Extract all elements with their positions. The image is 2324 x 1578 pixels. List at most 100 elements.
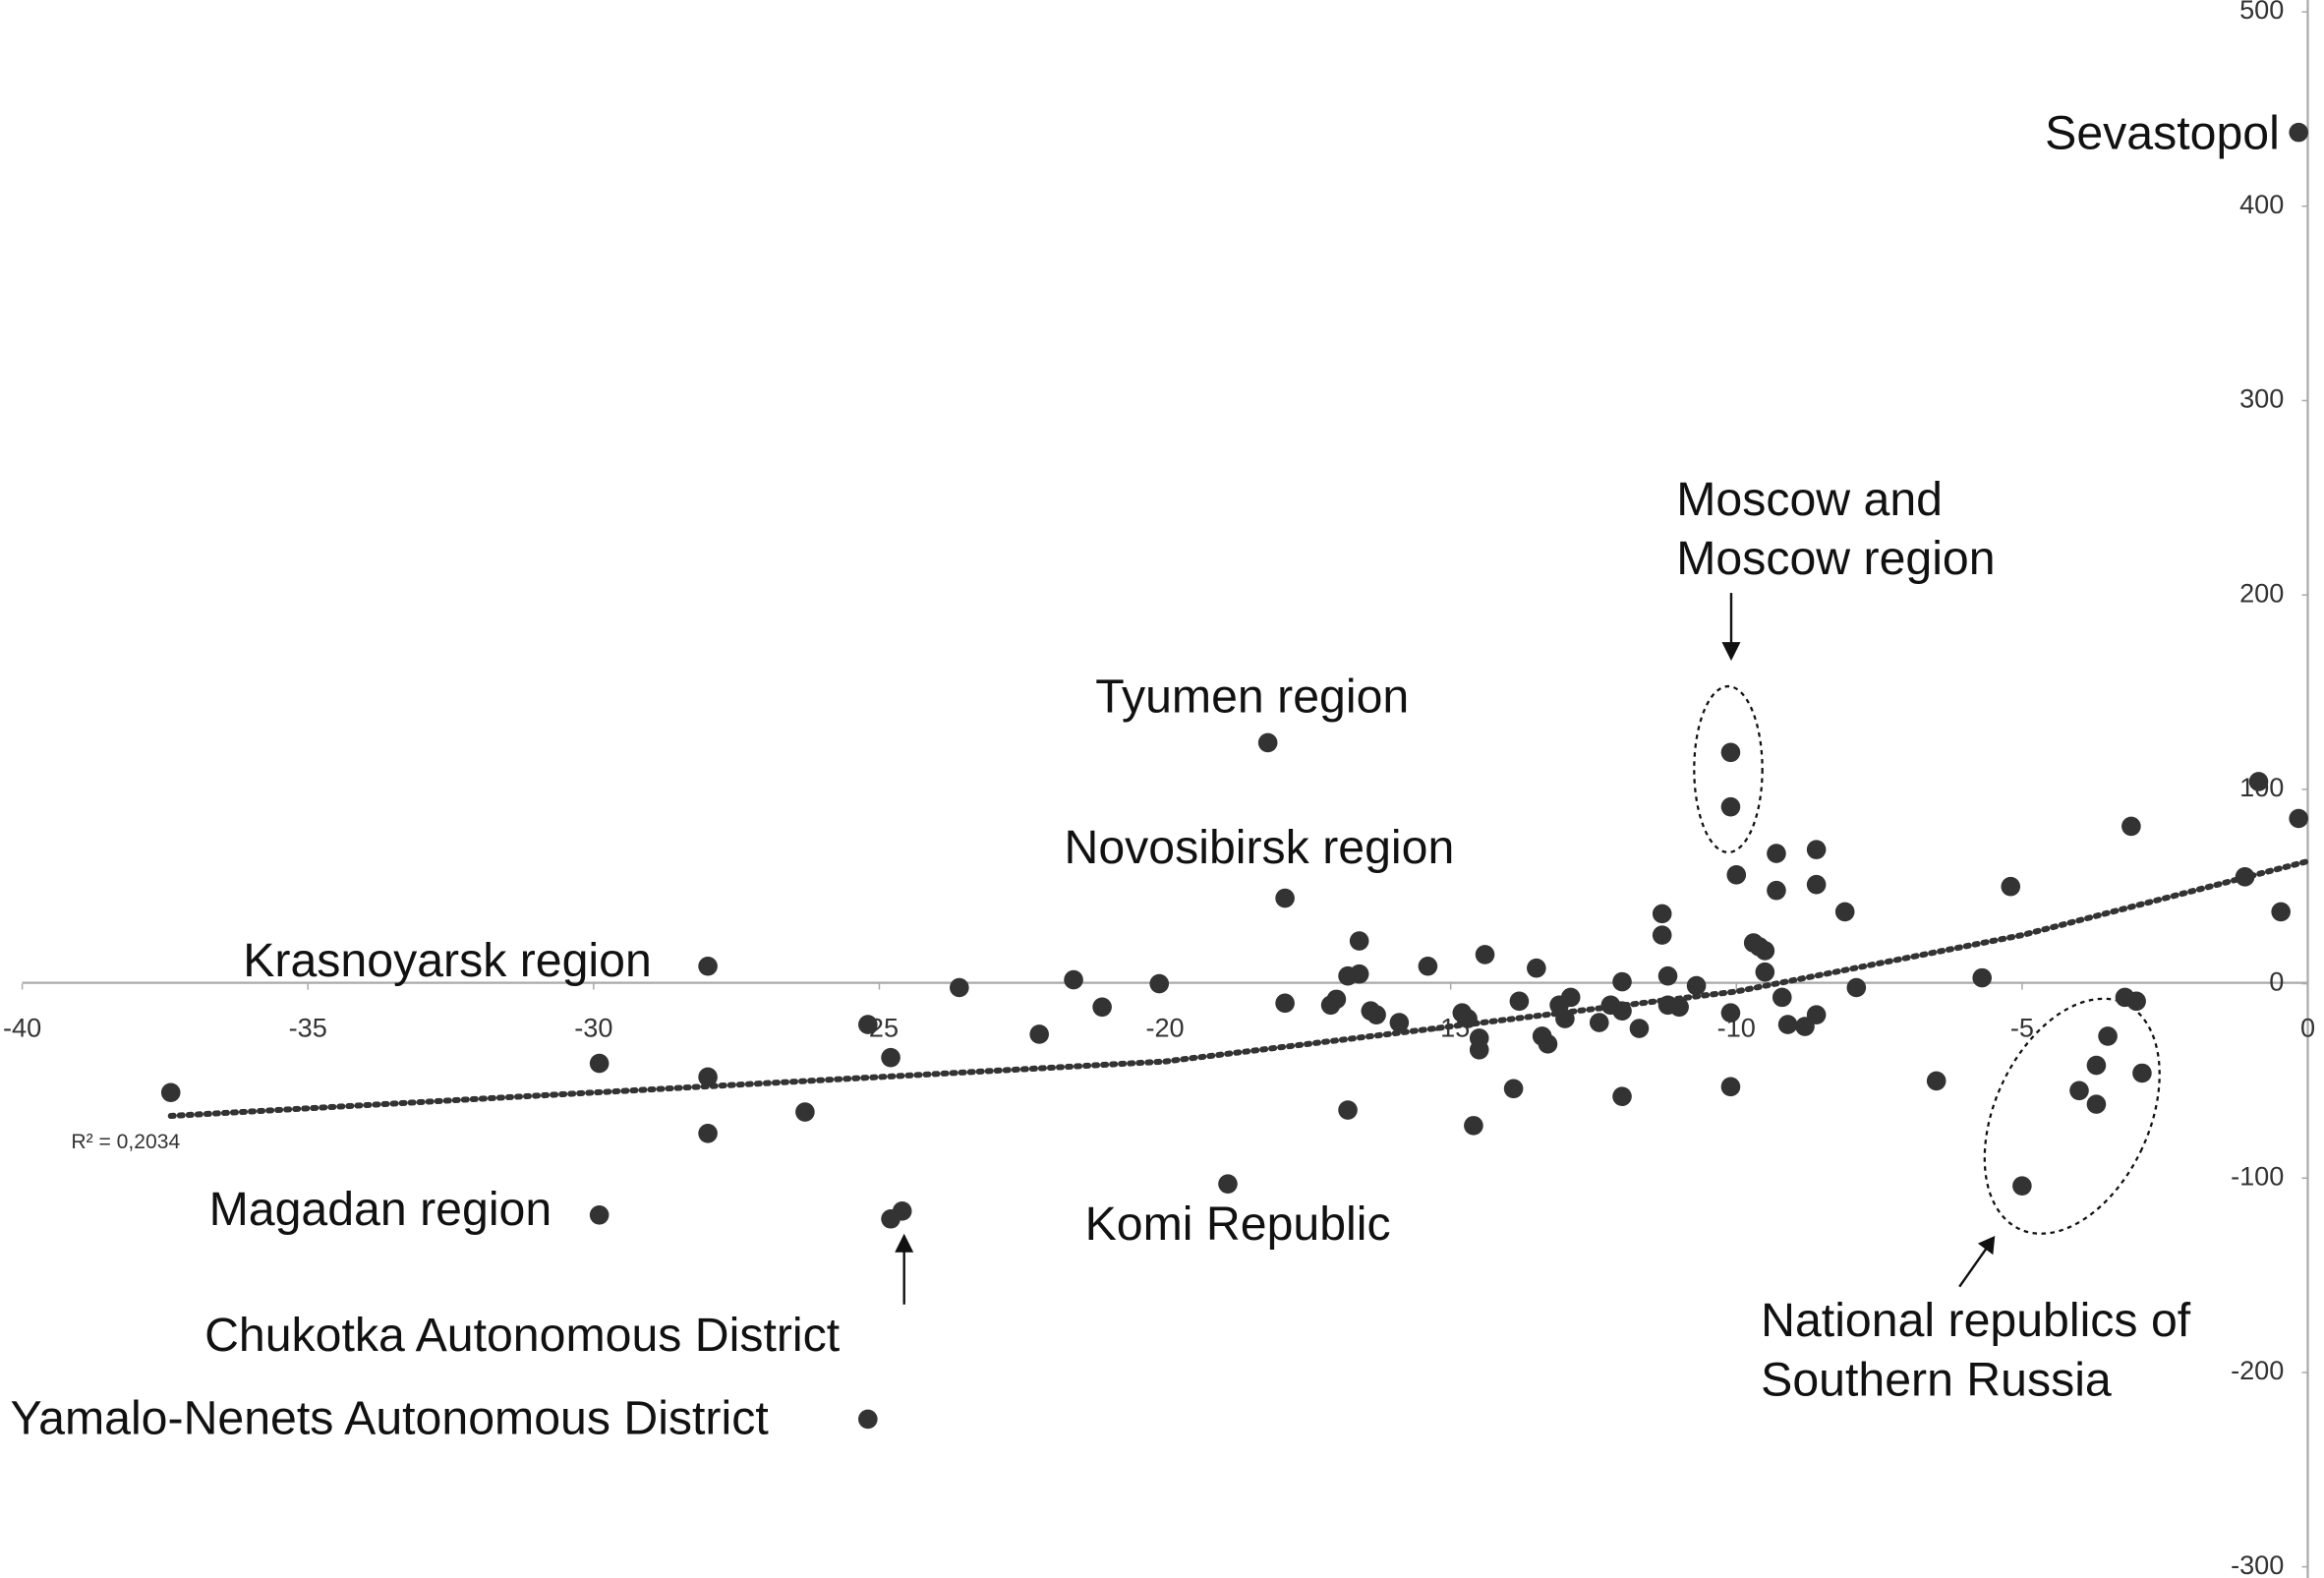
x-tick-label: -20 [1145,1012,1184,1042]
point [1452,1003,1473,1023]
point [858,1409,878,1430]
point [2001,876,2021,897]
point [2069,1081,2089,1101]
group-ellipse [1983,997,2161,1235]
point [1257,732,1278,753]
y-tick-label: 0 [2269,966,2284,997]
point [1767,880,1786,901]
point [1612,1086,1632,1107]
y-tick-label: 200 [2239,577,2284,608]
point [1029,1024,1049,1044]
point [1092,997,1112,1018]
point [1064,969,1083,990]
point [698,956,718,976]
point [2012,1176,2032,1196]
annotation: Moscow and [1676,473,1943,526]
x-tick-label: -5 [2010,1012,2034,1042]
point [1726,865,1747,885]
plot: -40-35-30-25-20-15-10-50-300-200-1000100… [3,0,2315,1578]
point [2289,122,2308,143]
point [2271,902,2291,922]
point [1320,995,1341,1016]
y-tick-label: 400 [2239,189,2284,219]
point [2235,867,2255,887]
point [1767,844,1786,863]
point [2248,772,2269,791]
point [160,1082,181,1103]
trendline [167,857,2311,1119]
point [1657,965,1678,986]
point [2086,1094,2107,1114]
arrow [1958,1246,1989,1288]
point [589,1053,610,1074]
point [1469,1039,1489,1060]
annotation: Southern Russia [1761,1353,2112,1406]
annotation: Magadan region [209,1183,552,1236]
point [1338,1100,1358,1120]
y-tick-label: -300 [2231,1549,2284,1578]
point [1527,958,1546,978]
arrows [895,593,1996,1305]
point [1475,945,1495,964]
point [2132,1063,2152,1083]
point [2126,991,2146,1012]
point [1349,931,1369,951]
point [1720,796,1741,817]
point [1338,965,1358,986]
x-tick-label: -35 [289,1012,327,1042]
point [1755,962,1775,982]
point [1464,1116,1483,1136]
point [1652,904,1672,924]
arrow-head [1977,1235,1996,1256]
point [1361,1001,1381,1022]
point [1652,925,1672,945]
point [1275,993,1295,1014]
point [1720,742,1741,763]
point [1589,1013,1609,1032]
point [950,977,969,998]
annotation: Krasnoyarsk region [243,934,652,987]
y-tick-label: -100 [2231,1160,2284,1191]
y-tick-label: 500 [2239,0,2284,25]
annotation: Tyumen region [1095,670,1409,723]
point [2086,1055,2107,1076]
annotation: Chukotka Autonomous District [204,1309,841,1362]
x-tick-label: 0 [2300,1012,2315,1042]
annotation: Komi Republic [1085,1198,1391,1251]
point [698,1067,718,1087]
arrow-head [1721,642,1741,662]
point [1834,902,1855,922]
point [1549,995,1569,1016]
point [1972,967,1992,988]
annotation: Yamalo-Nenets Autonomous District [11,1392,770,1445]
point [698,1123,718,1143]
point [1218,1174,1238,1194]
point [1806,874,1827,895]
point [881,1208,901,1229]
point [858,1015,878,1034]
point [1743,933,1764,953]
point [1275,888,1295,908]
x-tick-label: -40 [3,1012,41,1042]
point [1795,1017,1815,1036]
point [1600,995,1621,1016]
point [1720,1003,1741,1023]
point [2098,1026,2118,1046]
point [1389,1013,1410,1032]
annotation: National republics of [1761,1294,2191,1347]
point [1926,1071,1946,1091]
group-ellipse [1693,684,1764,854]
arrow-head [895,1233,914,1253]
point [589,1205,610,1225]
point [1720,1077,1741,1097]
point [1629,1019,1650,1038]
annotation: Sevastopol [2045,106,2280,159]
point [1772,987,1792,1008]
point [1806,840,1827,859]
point [1503,1079,1524,1099]
point [1149,973,1170,994]
x-tick-label: -30 [574,1012,612,1042]
point [1777,1015,1798,1034]
